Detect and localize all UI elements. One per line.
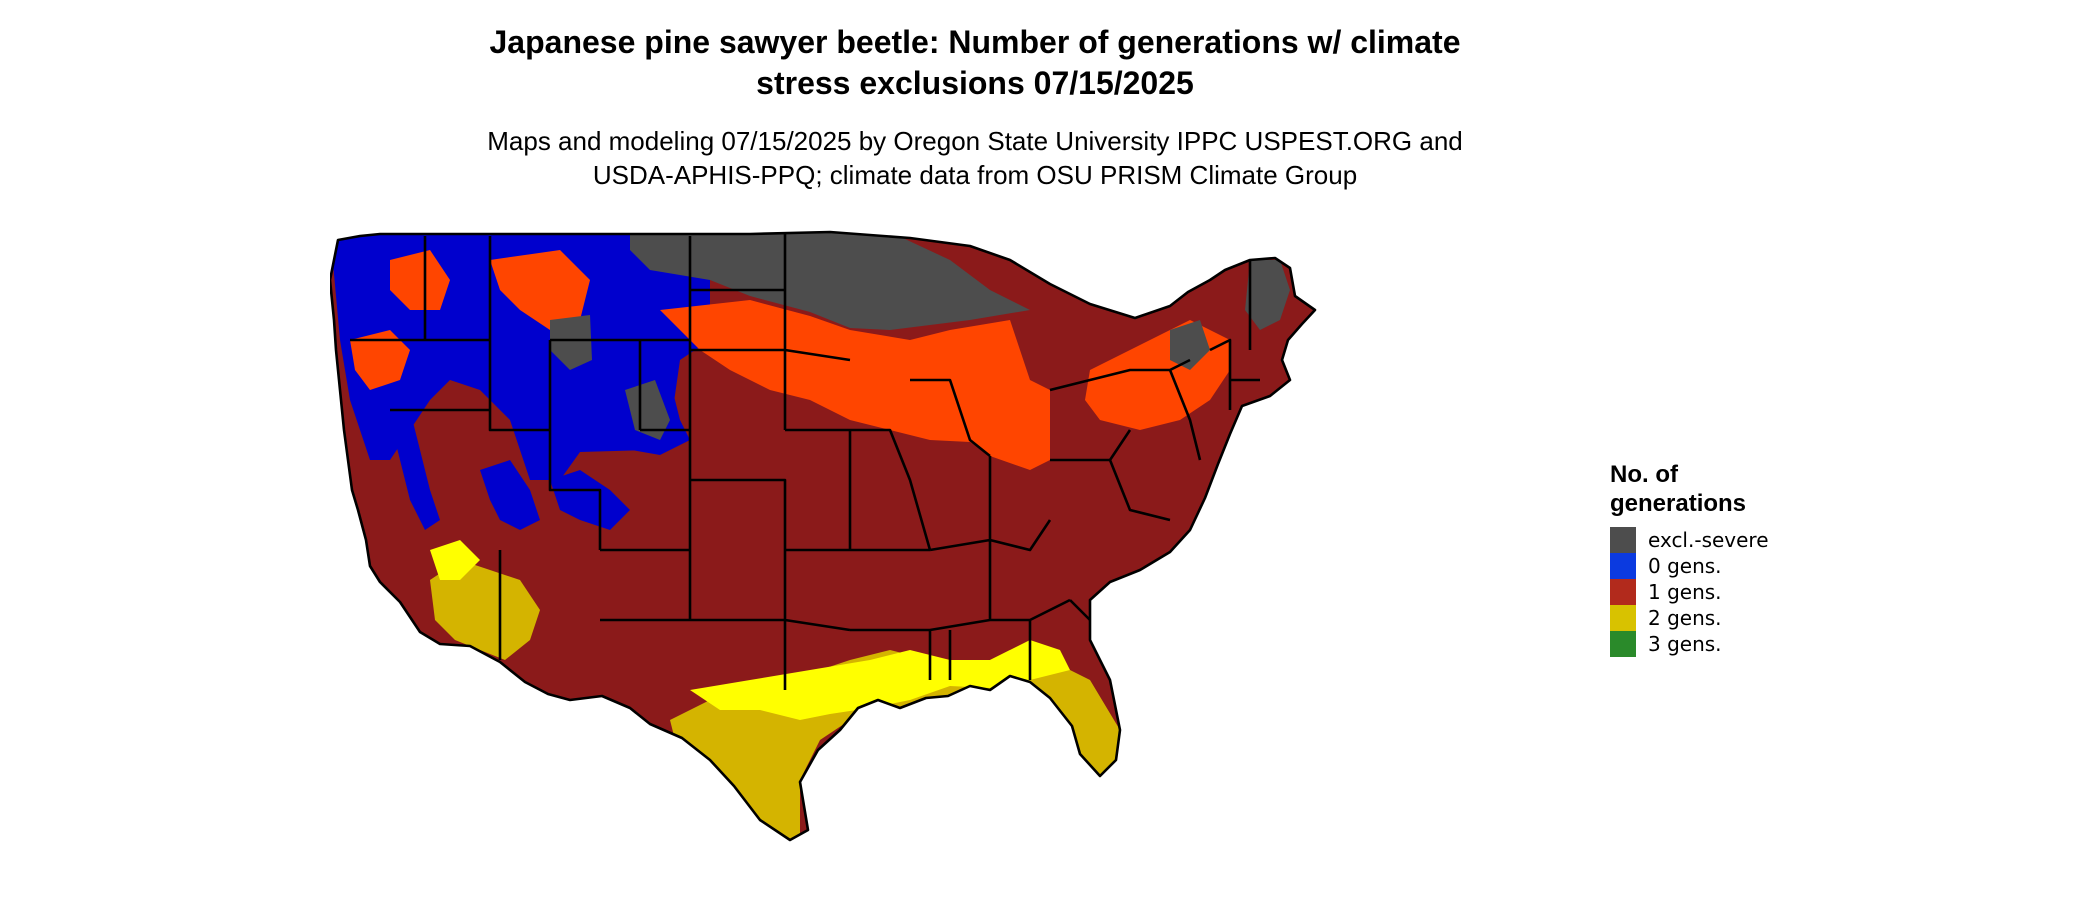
state-boundary-lines	[350, 234, 1260, 690]
region-north-partial-gen	[660, 300, 1050, 470]
legend-swatch-2-gens	[1610, 605, 1636, 631]
region-montana-partial-gen	[490, 250, 590, 330]
legend-swatch-1-gens	[1610, 579, 1636, 605]
map-title: Japanese pine sawyer beetle: Number of g…	[340, 22, 1610, 104]
region-desert-two-gens	[430, 560, 540, 660]
map-subtitle-line-2: USDA-APHIS-PPQ; climate data from OSU PR…	[592, 160, 1358, 190]
legend-label-0-gens: 0 gens.	[1648, 554, 1722, 578]
region-upper-midwest-excluded	[630, 232, 1030, 330]
legend-swatch-3-gens	[1610, 631, 1636, 657]
us-generations-map	[330, 230, 1317, 842]
region-colorado-excluded	[625, 380, 670, 440]
map-title-line-1: Japanese pine sawyer beetle: Number of g…	[489, 24, 1461, 60]
region-ny-excluded	[1170, 320, 1210, 370]
region-idaho-partial-gen	[390, 250, 450, 310]
legend-swatch-excl-severe	[1610, 527, 1636, 553]
legend-title: No. of generations	[1610, 460, 1850, 518]
legend-swatch-0-gens	[1610, 553, 1636, 579]
legend-label-2-gens: 2 gens.	[1648, 606, 1722, 630]
region-oregon-partial-gen	[350, 330, 410, 390]
region-az-highlands-zero-gens	[550, 470, 630, 530]
legend-label-excl-severe: excl.-severe	[1648, 528, 1769, 552]
legend-item-1-gens: 1 gens.	[1610, 579, 1850, 605]
legend-title-line-2: generations	[1610, 490, 1747, 517]
map-subtitle-line-1: Maps and modeling 07/15/2025 by Oregon S…	[487, 126, 1463, 156]
legend-item-3-gens: 3 gens.	[1610, 631, 1850, 657]
legend-label-1-gens: 1 gens.	[1648, 580, 1722, 604]
legend-item-excl-severe: excl.-severe	[1610, 527, 1850, 553]
legend-item-2-gens: 2 gens.	[1610, 605, 1850, 631]
region-sierra-zero-gens	[390, 410, 440, 530]
state-boundaries	[330, 230, 1317, 842]
region-gulf-two-gens-bright	[690, 640, 1070, 720]
region-southwest-zero-gens	[480, 460, 540, 530]
legend-label-3-gens: 3 gens.	[1648, 632, 1722, 656]
map-subtitle: Maps and modeling 07/15/2025 by Oregon S…	[340, 124, 1610, 192]
legend-item-0-gens: 0 gens.	[1610, 553, 1850, 579]
map-legend: No. of generations excl.-severe 0 gens. …	[1610, 460, 1850, 657]
legend-title-line-1: No. of	[1610, 461, 1678, 488]
region-wyoming-excluded	[550, 315, 592, 370]
region-desert-two-gens-bright	[430, 540, 480, 580]
region-maine-excluded	[1245, 260, 1290, 330]
map-title-line-2: stress exclusions 07/15/2025	[756, 65, 1194, 101]
